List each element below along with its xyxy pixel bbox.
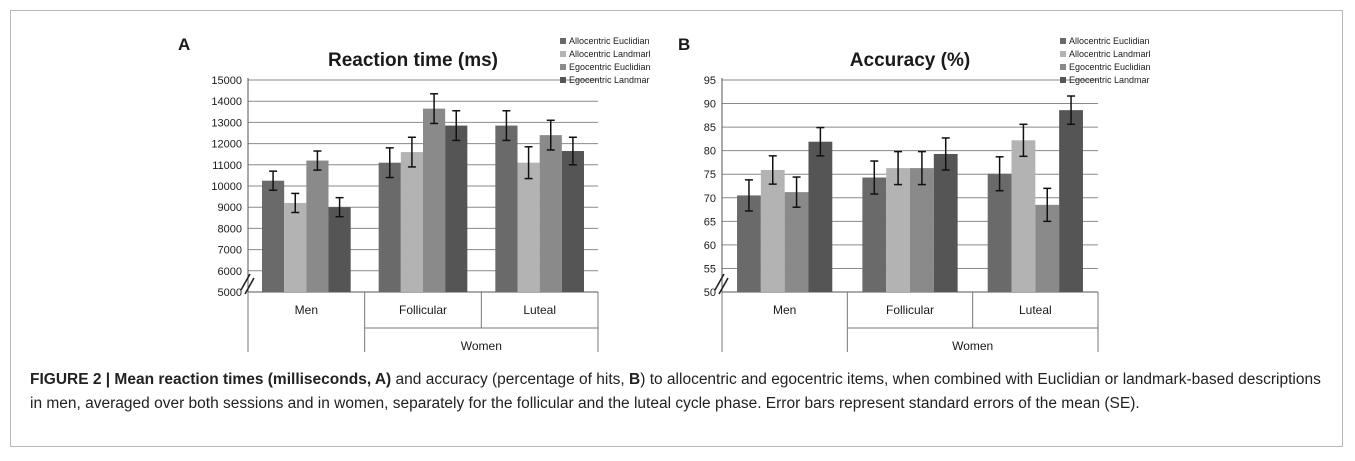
chart-title: Reaction time (ms) [328,50,498,71]
y-tick-label: 70 [704,193,716,205]
y-tick-label: 14000 [211,96,242,108]
bar [910,168,934,292]
y-tick-label: 10000 [211,181,242,193]
legend-label: Allocentric Landmark [1069,49,1150,59]
x-tick-label: Luteal [523,303,556,317]
bar [378,162,401,292]
bar [933,153,958,292]
legend-label: Egocentric Landmark [569,75,650,85]
bar [423,108,446,293]
axis-break-mark [244,277,255,295]
y-tick-label: 65 [704,216,716,228]
legend-label: Egocentric Euclidian [1069,62,1150,72]
caption-bold: FIGURE 2 | Mean reaction times (millisec… [30,371,392,388]
y-tick-label: 60 [704,240,716,252]
group-label: Women [952,339,993,352]
axis-break-mark [714,273,725,291]
panel-letter: B [678,35,690,54]
bar [1059,110,1083,292]
y-tick-label: 90 [704,99,716,111]
x-tick-label: Follicular [886,303,934,317]
bar [539,135,562,292]
chart-panel-b: B Accuracy (%) 50 55 60 65 70 75 80 85 90 95 Men Foll… [678,35,1150,352]
legend-label: Allocentric Landmark [569,49,650,59]
chart-title: Accuracy (%) [850,50,970,71]
axis-break-mark [240,273,251,291]
legend-swatch [1060,38,1066,44]
x-tick-label: Men [773,303,796,317]
legend-swatch [1060,77,1066,83]
legend-swatch [560,51,566,57]
y-tick-label: 7000 [218,245,242,257]
bar [886,168,910,292]
axis-break-mark [718,277,729,295]
bar [495,125,518,292]
bar [445,125,468,292]
bar [517,162,540,292]
bar [1035,204,1060,292]
y-tick-label: 8000 [218,223,242,235]
y-tick-label: 80 [704,146,716,158]
figure-caption: FIGURE 2 | Mean reaction times (millisec… [30,368,1330,416]
y-tick-label: 95 [704,75,716,87]
legend-label: Egocentric Euclidian [569,62,650,72]
group-label: Women [461,339,502,352]
bar [760,169,785,292]
bar [987,173,1012,292]
bar [808,141,833,292]
legend-label: Egocentric Landmark [1069,75,1150,85]
panel-letter: A [178,35,190,54]
bar [328,207,351,292]
caption-bold-b: B [629,371,641,388]
y-tick-label: 11000 [212,160,242,172]
bar [784,192,809,292]
y-tick-label: 85 [704,122,716,134]
x-tick-label: Luteal [1019,303,1052,317]
x-tick-label: Follicular [399,303,447,317]
bar [284,202,307,292]
bar [1011,140,1036,292]
bar [862,177,887,292]
chart-panel-a: A Reaction time (ms) 5000 6000 7000 8000 9000 1… [178,35,650,352]
bar [262,180,285,292]
bar [400,152,423,292]
y-tick-label: 75 [704,169,716,181]
x-tick-label: Men [295,303,318,317]
legend-swatch [560,64,566,70]
y-tick-label: 55 [704,263,716,275]
bar [561,151,584,292]
y-tick-label: 50 [704,287,716,299]
legend-swatch [1060,51,1066,57]
y-tick-label: 12000 [211,139,242,151]
legend-swatch [560,38,566,44]
legend-swatch [560,77,566,83]
figure-frame [10,10,1343,447]
caption-text-1: and accuracy (percentage of hits, [391,371,630,388]
bar [737,195,761,292]
legend-label: Allocentric Euclidian [1069,36,1150,46]
y-tick-label: 6000 [218,266,242,278]
legend-swatch [1060,64,1066,70]
y-tick-label: 13000 [211,117,242,129]
legend-label: Allocentric Euclidian [569,36,650,46]
caption-text-2: ) to allocentric and egocentric items, w… [30,371,1321,412]
y-tick-label: 15000 [211,75,242,87]
bar [306,160,329,292]
y-tick-label: 9000 [218,202,242,214]
y-tick-label: 5000 [218,287,242,299]
